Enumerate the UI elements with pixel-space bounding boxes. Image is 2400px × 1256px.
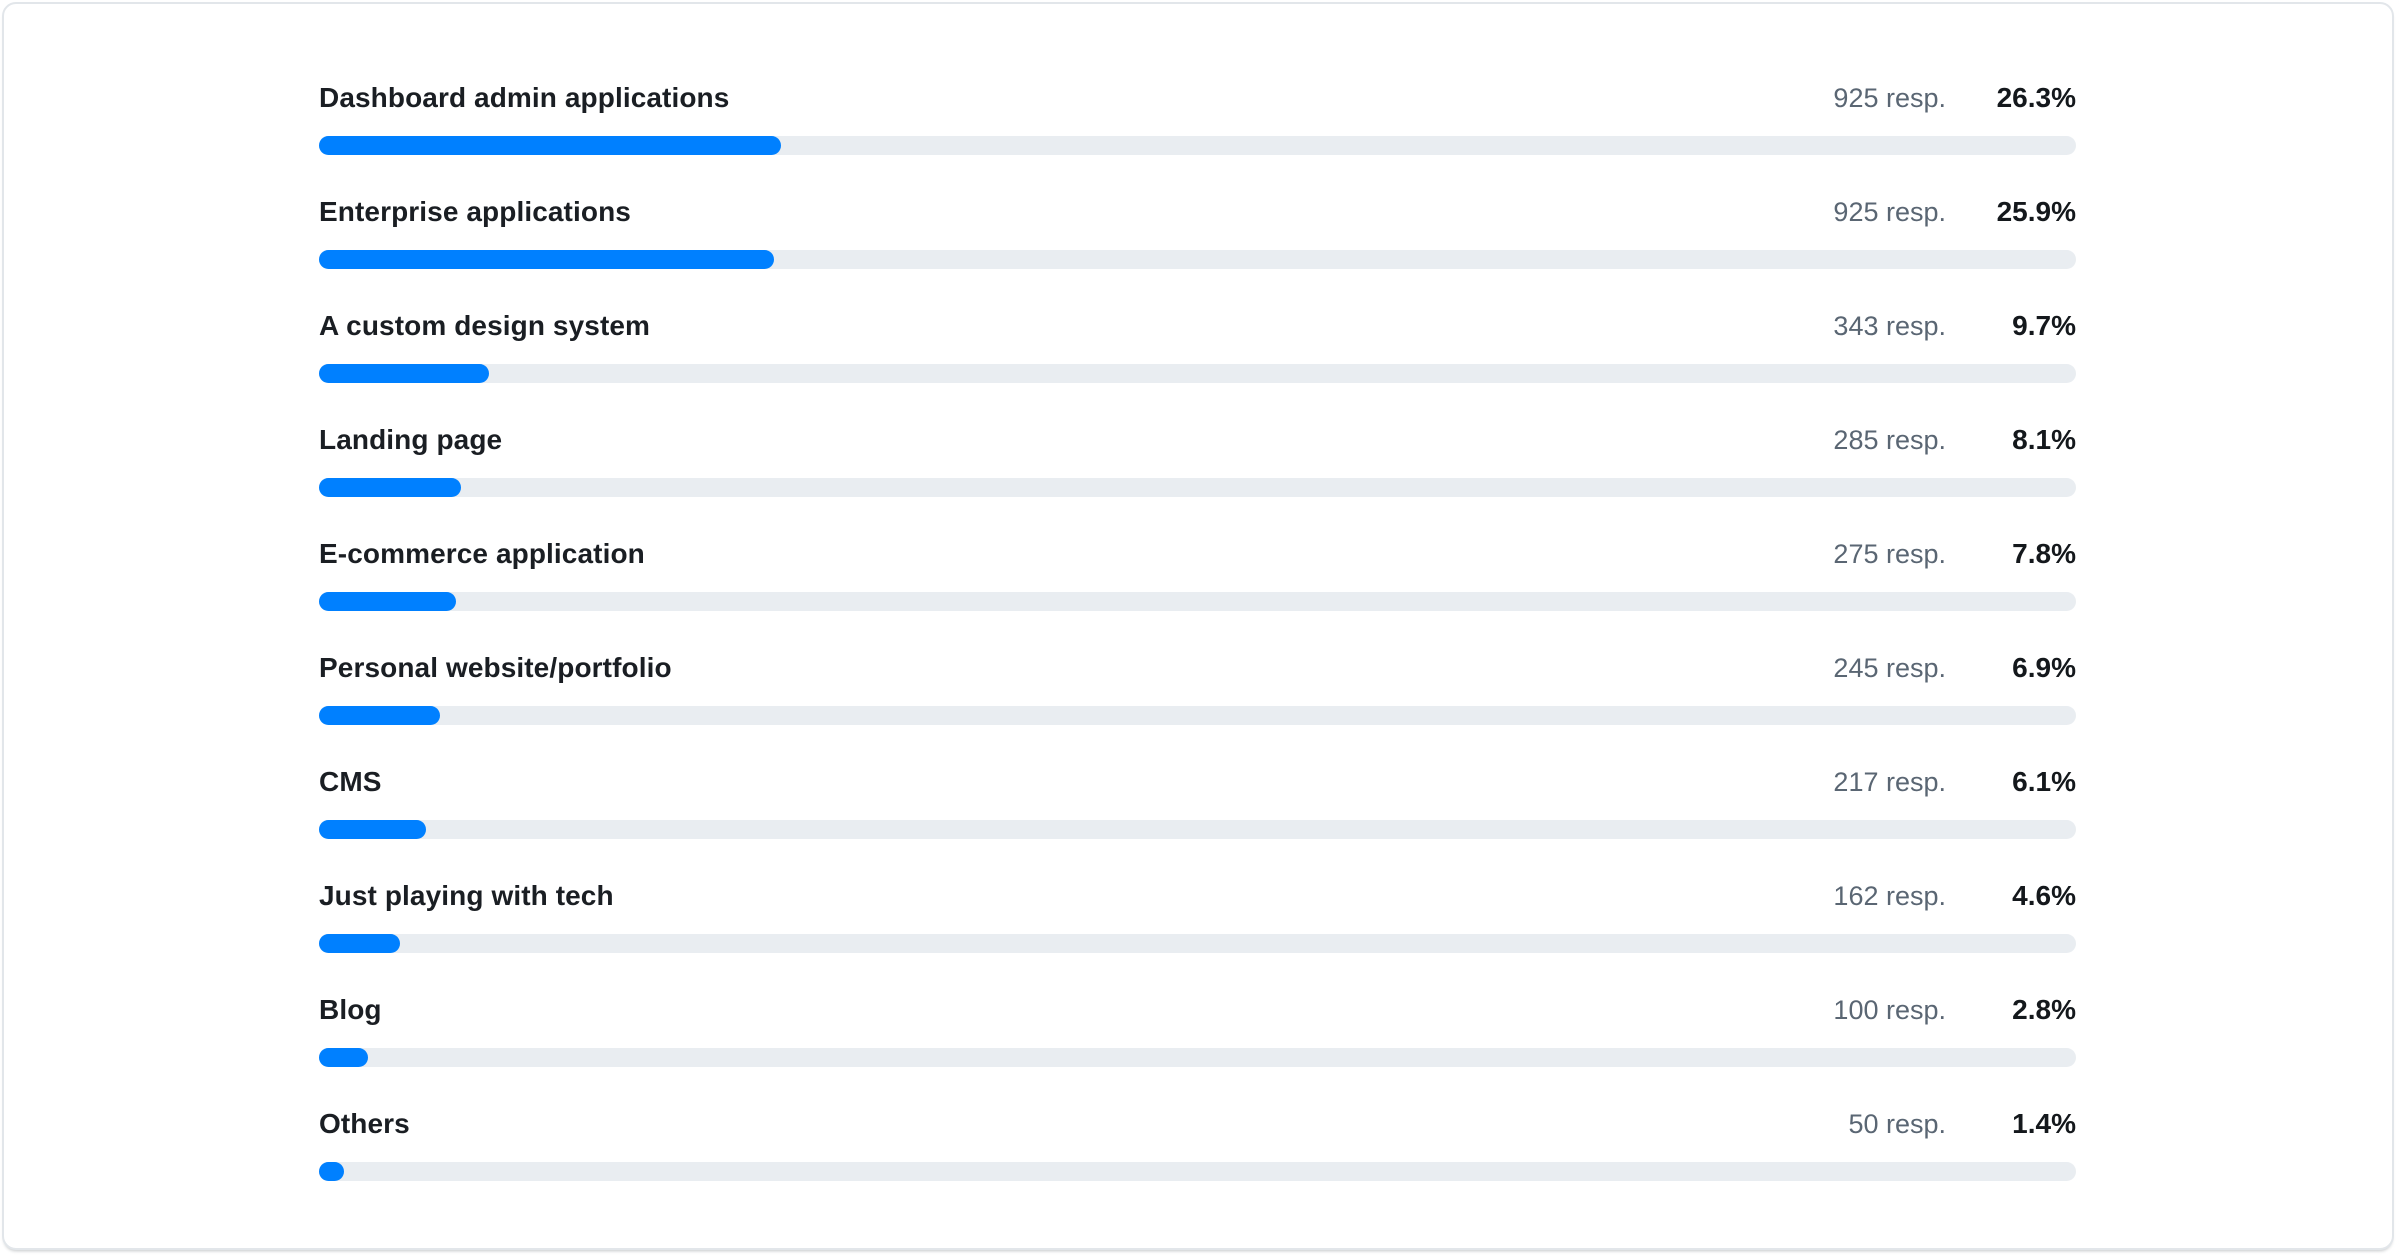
bar-fill (319, 1048, 369, 1067)
bar-track (319, 592, 2076, 611)
survey-row: A custom design system 343 resp. 9.7% (319, 308, 2076, 383)
responses-count: 162 resp. (1833, 881, 1946, 911)
responses-count: 285 resp. (1833, 425, 1946, 455)
percent-value: 9.7% (2012, 310, 2076, 341)
bar-fill (319, 706, 441, 725)
bar-track (319, 706, 2076, 725)
bar-track (319, 478, 2076, 497)
survey-row-head: Just playing with tech 162 resp. 4.6% (319, 878, 2076, 914)
survey-row: Blog 100 resp. 2.8% (319, 992, 2076, 1067)
bar-track (319, 136, 2076, 155)
bar-fill (319, 934, 400, 953)
bar-chart: Dashboard admin applications 925 resp. 2… (319, 80, 2076, 1220)
percent-value: 2.8% (2012, 994, 2076, 1025)
percent-value: 8.1% (2012, 424, 2076, 455)
category-label: Just playing with tech (319, 880, 614, 911)
responses-count: 50 resp. (1848, 1109, 1946, 1139)
bar-track (319, 820, 2076, 839)
survey-row: Dashboard admin applications 925 resp. 2… (319, 80, 2076, 155)
percent-value: 26.3% (1996, 82, 2076, 113)
responses-count: 275 resp. (1833, 539, 1946, 569)
category-label: Personal website/portfolio (319, 652, 672, 683)
responses-count: 217 resp. (1833, 767, 1946, 797)
bar-fill (319, 1162, 344, 1181)
bar-track (319, 250, 2076, 269)
responses-count: 100 resp. (1833, 995, 1946, 1025)
responses-count: 925 resp. (1833, 197, 1946, 227)
category-label: A custom design system (319, 310, 651, 341)
responses-count: 343 resp. (1833, 311, 1946, 341)
percent-value: 6.9% (2012, 652, 2076, 683)
bar-fill (319, 364, 490, 383)
percent-value: 25.9% (1996, 196, 2076, 227)
category-label: E-commerce application (319, 538, 645, 569)
bar-fill (319, 592, 457, 611)
survey-row: Landing page 285 resp. 8.1% (319, 422, 2076, 497)
survey-row-head: Personal website/portfolio 245 resp. 6.9… (319, 650, 2076, 686)
category-label: Blog (319, 994, 382, 1025)
survey-row: E-commerce application 275 resp. 7.8% (319, 536, 2076, 611)
survey-row-head: Blog 100 resp. 2.8% (319, 992, 2076, 1028)
responses-count: 245 resp. (1833, 653, 1946, 683)
percent-value: 6.1% (2012, 766, 2076, 797)
survey-row: Personal website/portfolio 245 resp. 6.9… (319, 650, 2076, 725)
survey-row-head: CMS 217 resp. 6.1% (319, 764, 2076, 800)
category-label: Others (319, 1108, 410, 1139)
bar-fill (319, 478, 462, 497)
survey-row: Others 50 resp. 1.4% (319, 1106, 2076, 1181)
percent-value: 7.8% (2012, 538, 2076, 569)
bar-track (319, 934, 2076, 953)
percent-value: 1.4% (2012, 1108, 2076, 1139)
category-label: CMS (319, 766, 382, 797)
survey-row-head: Dashboard admin applications 925 resp. 2… (319, 80, 2076, 116)
survey-row-head: Landing page 285 resp. 8.1% (319, 422, 2076, 458)
survey-row-head: E-commerce application 275 resp. 7.8% (319, 536, 2076, 572)
survey-row: Just playing with tech 162 resp. 4.6% (319, 878, 2076, 953)
survey-row-head: A custom design system 343 resp. 9.7% (319, 308, 2076, 344)
category-label: Dashboard admin applications (319, 82, 730, 113)
survey-row-head: Others 50 resp. 1.4% (319, 1106, 2076, 1142)
bar-fill (319, 136, 782, 155)
bar-fill (319, 820, 427, 839)
bar-track (319, 1162, 2076, 1181)
category-label: Landing page (319, 424, 503, 455)
responses-count: 925 resp. (1833, 83, 1946, 113)
bar-track (319, 364, 2076, 383)
survey-row-head: Enterprise applications 925 resp. 25.9% (319, 194, 2076, 230)
bar-fill (319, 250, 775, 269)
bar-track (319, 1048, 2076, 1067)
survey-row: Enterprise applications 925 resp. 25.9% (319, 194, 2076, 269)
category-label: Enterprise applications (319, 196, 631, 227)
survey-row: CMS 217 resp. 6.1% (319, 764, 2076, 839)
percent-value: 4.6% (2012, 880, 2076, 911)
